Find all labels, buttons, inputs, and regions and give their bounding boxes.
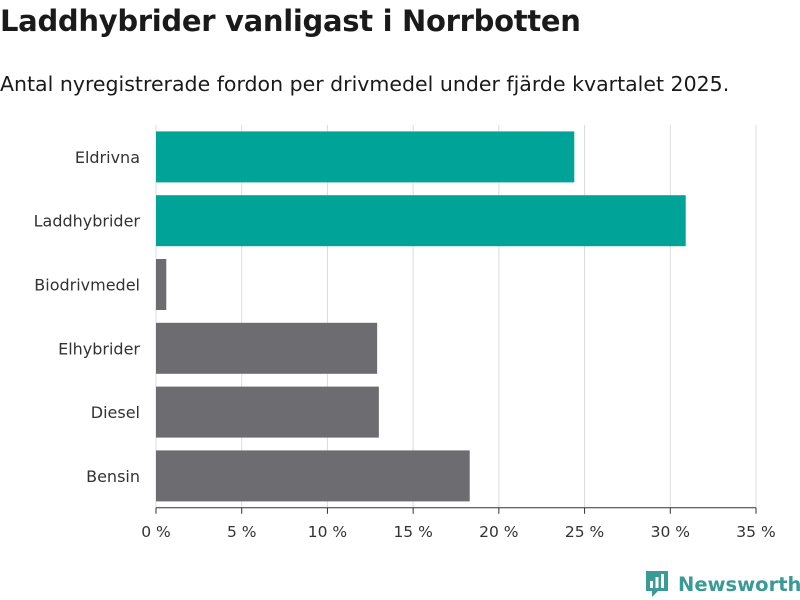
x-tick-label: 15 % — [393, 523, 432, 541]
bar-elhybrider — [156, 322, 378, 374]
bar-bensin — [156, 450, 470, 502]
x-tick-label: 20 % — [479, 523, 518, 541]
newsworthy-logo: Newsworthy — [644, 568, 800, 600]
x-axis: 0 % 5 % 10 % 15 % 20 % 25 % 30 % 35 % — [141, 507, 776, 541]
category-label: Diesel — [91, 403, 140, 422]
x-tick-label: 10 % — [308, 523, 347, 541]
chart-subtitle: Antal nyregistrerade fordon per drivmede… — [0, 72, 730, 96]
category-label: Laddhybrider — [34, 212, 141, 231]
bar-chart-icon — [646, 571, 668, 597]
category-label: Biodrivmedel — [34, 276, 140, 295]
bar-chart: 0 % 5 % 10 % 15 % 20 % 25 % 30 % 35 % Eldrivna L… — [34, 125, 776, 541]
x-tick-label: 30 % — [651, 523, 690, 541]
x-tick-label: 0 % — [141, 523, 171, 541]
x-tick-label: 35 % — [736, 523, 775, 541]
bar-laddhybrider — [156, 195, 686, 247]
category-label: Elhybrider — [58, 339, 140, 358]
grid-lines — [155, 125, 757, 508]
bar-diesel — [156, 386, 379, 438]
x-tick-label: 5 % — [227, 523, 257, 541]
chart-title: Laddhybrider vanligast i Norrbotten — [0, 4, 581, 38]
bars — [156, 131, 686, 502]
category-label: Bensin — [86, 467, 140, 486]
category-labels: Eldrivna Laddhybrider Biodrivmedel Elhybrid… — [34, 148, 141, 486]
bar-biodrivmedel — [156, 259, 167, 310]
category-label: Eldrivna — [75, 148, 140, 167]
x-tick-label: 25 % — [565, 523, 604, 541]
logo-text: Newsworthy — [678, 572, 800, 596]
bar-eldrivna — [156, 131, 575, 183]
